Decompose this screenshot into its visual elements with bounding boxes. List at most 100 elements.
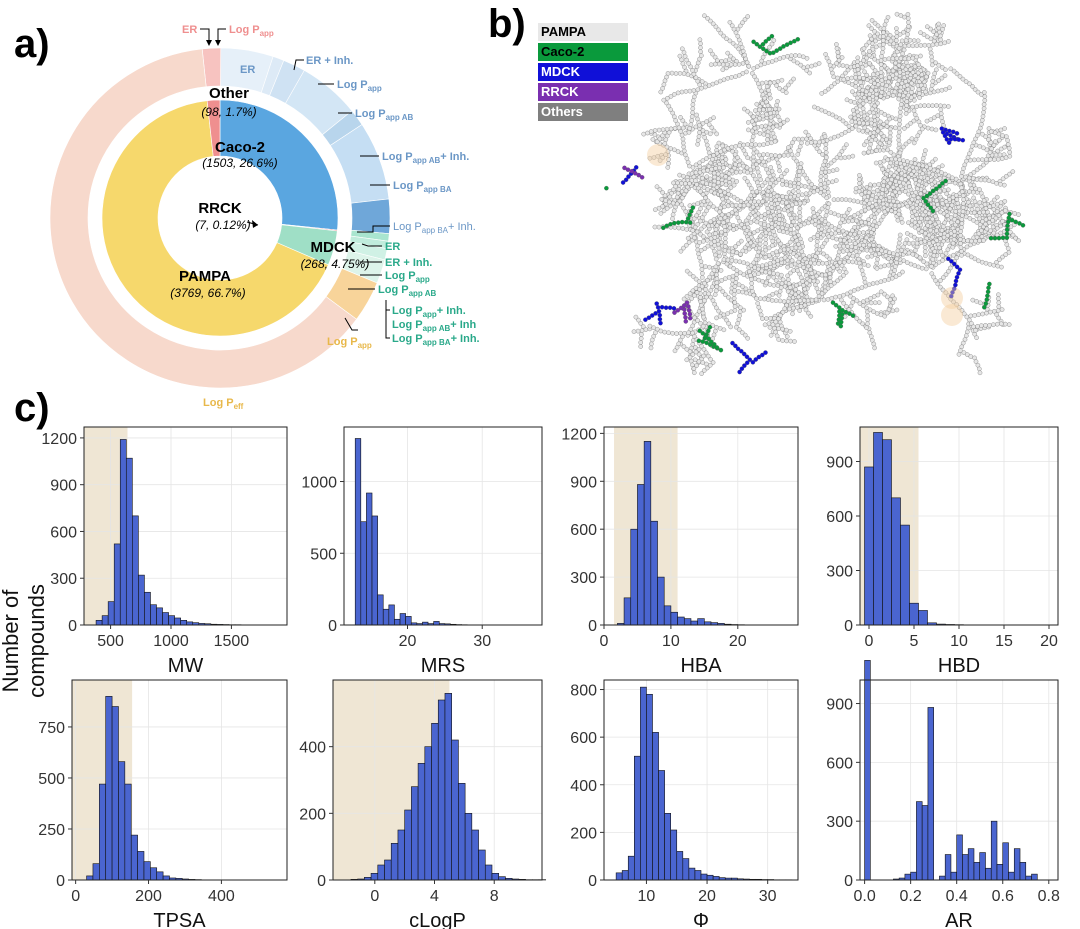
tmap-point <box>672 348 678 354</box>
tmap-point <box>866 149 871 155</box>
tmap-point <box>857 177 862 182</box>
tmap-point <box>799 140 804 146</box>
hist-bar <box>936 623 946 626</box>
tmap-point <box>711 332 717 338</box>
tmap-point <box>797 298 803 303</box>
tmap-point <box>789 216 794 221</box>
tmap-point <box>982 305 987 310</box>
tmap-point <box>838 237 843 243</box>
tmap-point <box>861 150 867 156</box>
tmap-point <box>872 182 877 188</box>
tmap-point <box>709 166 714 172</box>
x-tick-label: 10 <box>950 633 968 650</box>
tmap-point <box>922 42 928 48</box>
tmap-point <box>758 296 763 301</box>
tmap-point <box>772 139 778 144</box>
hist-bar <box>458 783 466 881</box>
tmap-point <box>834 178 839 183</box>
tmap-point <box>843 197 849 202</box>
tmap-point <box>729 258 735 263</box>
tmap-point <box>974 299 979 304</box>
tmap-point <box>796 189 801 194</box>
tmap-point <box>713 256 719 262</box>
tmap-point <box>922 103 927 108</box>
tmap-point <box>753 129 759 135</box>
tmap-point <box>802 302 808 308</box>
y-tick-label: 500 <box>310 546 337 563</box>
tmap-point <box>777 164 782 170</box>
tmap-point <box>723 240 728 245</box>
tmap-point <box>670 331 675 336</box>
tmap-point <box>879 248 884 254</box>
tmap-point <box>833 294 838 300</box>
tmap-point <box>731 227 736 232</box>
ann-mdck-er-inh: ER + Inh. <box>385 257 432 269</box>
tmap-point <box>891 198 896 204</box>
tmap-point <box>813 282 818 288</box>
hist-bar <box>505 878 513 881</box>
tmap-point <box>776 205 781 210</box>
tmap-point <box>701 168 707 174</box>
tmap-point <box>731 296 737 301</box>
tmap-point <box>1005 246 1011 251</box>
tmap-point <box>742 106 747 112</box>
tmap-point <box>671 306 677 311</box>
tmap-point <box>827 271 833 276</box>
tmap-point <box>928 227 933 233</box>
tmap-point <box>767 121 773 127</box>
tmap-point <box>995 263 1000 269</box>
x-axis-label: MW <box>168 655 204 677</box>
tmap-point <box>673 118 678 123</box>
tmap-point <box>749 281 754 286</box>
tmap-point <box>886 140 892 145</box>
tmap-point <box>943 67 948 72</box>
tmap-point <box>930 257 936 262</box>
tmap-point <box>860 272 866 277</box>
tmap-point <box>722 224 727 229</box>
tmap-point <box>896 125 902 131</box>
tmap-point <box>987 262 993 267</box>
tmap-point <box>791 305 796 311</box>
y-tick-label: 250 <box>38 822 65 839</box>
tmap-point <box>703 264 708 269</box>
tmap-point <box>700 306 705 312</box>
tmap-point <box>666 161 671 166</box>
tmap-point <box>818 178 823 183</box>
tmap-point <box>767 325 773 330</box>
tmap-point <box>785 247 791 252</box>
tmap-point <box>654 301 659 306</box>
tmap-point <box>897 117 902 123</box>
legend-item-rrck: RRCK <box>538 83 628 101</box>
tmap-point <box>870 281 876 286</box>
tmap-point <box>931 89 937 95</box>
tmap-point <box>706 146 711 152</box>
tmap-point <box>708 62 714 67</box>
tmap-point <box>868 142 873 147</box>
tmap-point <box>786 145 791 150</box>
tmap-point <box>998 200 1004 205</box>
hist-bar <box>107 601 115 626</box>
tmap-point <box>851 198 857 204</box>
inner-slice-4 <box>206 99 221 157</box>
tmap-point <box>867 61 872 66</box>
tmap-point <box>789 258 795 263</box>
tmap-point <box>930 239 936 245</box>
tmap-point <box>712 190 718 196</box>
tmap-point <box>749 138 755 143</box>
tmap-highlight <box>647 144 669 166</box>
y-tick-label: 0 <box>56 873 65 890</box>
tmap-point <box>729 203 735 208</box>
tmap-point <box>681 71 687 76</box>
tmap-point <box>924 74 929 80</box>
tmap-point <box>698 41 703 46</box>
tmap-point <box>953 176 959 182</box>
tmap-point <box>847 197 853 203</box>
tmap-point <box>842 238 847 243</box>
tmap-point <box>839 149 845 154</box>
tmap-point <box>885 15 891 20</box>
hist-bar <box>143 861 151 881</box>
tmap-point <box>732 288 737 293</box>
tmap-point <box>711 115 716 120</box>
tmap-point <box>800 279 805 284</box>
